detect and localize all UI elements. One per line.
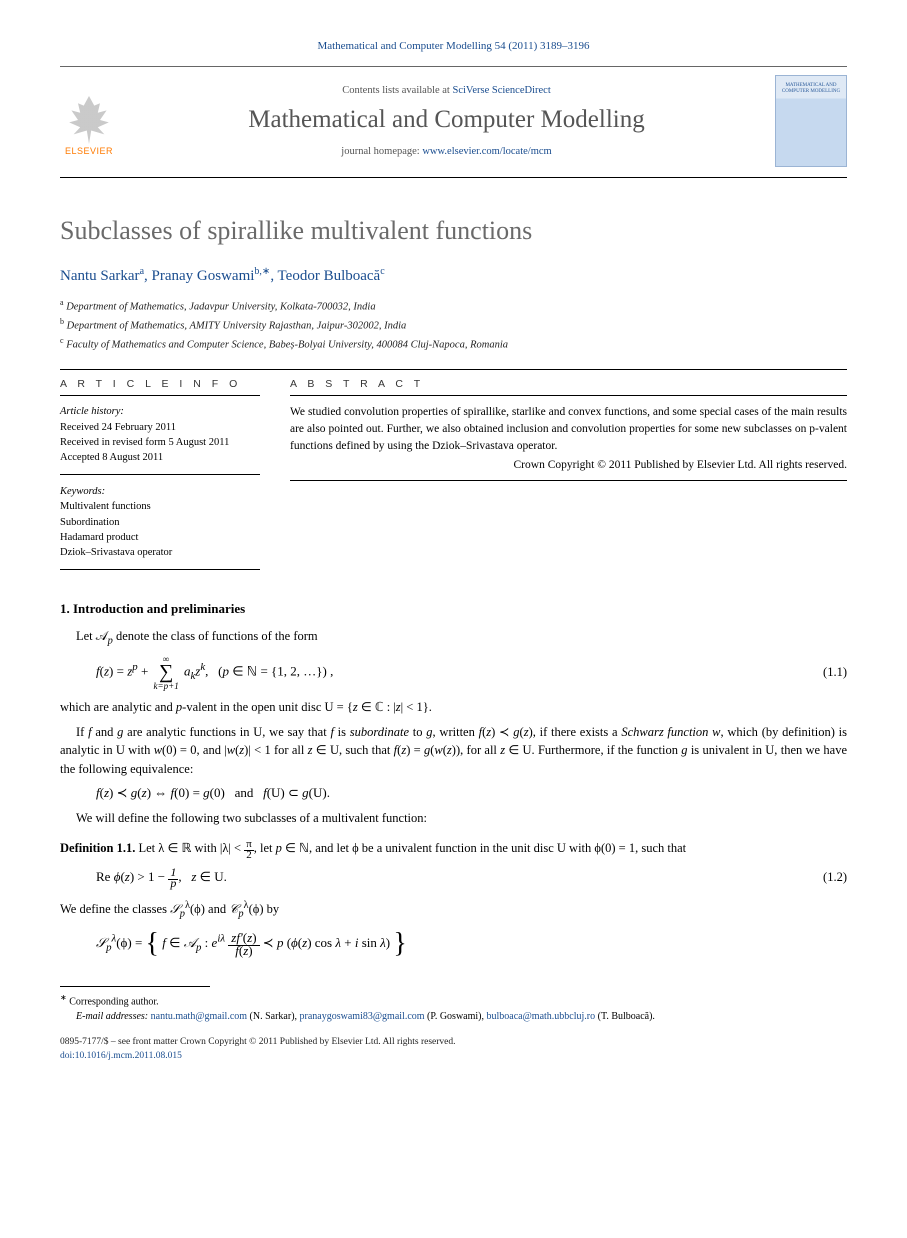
affiliation-b: b Department of Mathematics, AMITY Unive…	[60, 316, 847, 335]
keyword-2: Subordination	[60, 515, 260, 530]
abstract-label: A B S T R A C T	[290, 370, 847, 396]
homepage-prefix: journal homepage:	[341, 146, 422, 157]
journal-name: Mathematical and Computer Modelling	[132, 106, 761, 134]
email-link-2[interactable]: pranaygoswami83@gmail.com	[300, 1011, 425, 1022]
article-info-column: A R T I C L E I N F O Article history: R…	[60, 370, 260, 579]
affiliation-a: a Department of Mathematics, Jadavpur Un…	[60, 297, 847, 316]
cover-thumb-caption: MATHEMATICAL AND COMPUTER MODELLING	[779, 83, 843, 94]
contents-prefix: Contents lists available at	[342, 85, 452, 96]
corresponding-author-footnote: ∗ Corresponding author.	[60, 992, 847, 1010]
sciencedirect-link[interactable]: SciVerse ScienceDirect	[452, 85, 550, 96]
email-link-1[interactable]: nantu.math@gmail.com	[151, 1011, 247, 1022]
journal-header: ELSEVIER Contents lists available at Sci…	[60, 66, 847, 178]
para-5: We define the classes 𝒮pλ(ϕ) and 𝒞pλ(ϕ) …	[60, 898, 847, 922]
email-footnote: E-mail addresses: nantu.math@gmail.com (…	[60, 1010, 847, 1025]
para-4: We will define the following two subclas…	[60, 809, 847, 828]
keyword-1: Multivalent functions	[60, 499, 260, 514]
contents-lists-line: Contents lists available at SciVerse Sci…	[132, 85, 761, 96]
affiliations: a Department of Mathematics, Jadavpur Un…	[60, 297, 847, 353]
definition-1-1: Definition 1.1. Let λ ∈ ℝ with |λ| < π2,…	[60, 838, 847, 860]
equation-1-2: Re ϕ(z) > 1 − 1p, z ∈ U. (1.2)	[96, 866, 847, 890]
abstract-text: We studied convolution properties of spi…	[290, 404, 847, 481]
affiliation-c: c Faculty of Mathematics and Computer Sc…	[60, 335, 847, 354]
article-info-label: A R T I C L E I N F O	[60, 370, 260, 396]
history-received: Received 24 February 2011	[60, 420, 260, 435]
para-2: which are analytic and p-valent in the o…	[60, 698, 847, 717]
copyright-line: 0895-7177/$ – see front matter Crown Cop…	[60, 1036, 847, 1049]
history-revised: Received in revised form 5 August 2011	[60, 435, 260, 450]
author-1: Nantu Sarkara	[60, 268, 144, 284]
equation-1-1: f(z) = zp + ∞ ∑ k=p+1 akzk, (p ∈ ℕ = {1,…	[96, 655, 847, 690]
eqnum-1-2: (1.2)	[823, 870, 847, 885]
section-1-heading: 1. Introduction and preliminaries	[60, 601, 847, 617]
journal-cover-thumbnail: MATHEMATICAL AND COMPUTER MODELLING	[775, 75, 847, 167]
history-heading: Article history:	[60, 404, 260, 419]
bottom-metadata: 0895-7177/$ – see front matter Crown Cop…	[60, 1036, 847, 1063]
history-accepted: Accepted 8 August 2011	[60, 450, 260, 465]
para-3: If f and g are analytic functions in U, …	[60, 723, 847, 779]
journal-homepage-link[interactable]: www.elsevier.com/locate/mcm	[422, 146, 551, 157]
elsevier-logo: ELSEVIER	[60, 86, 118, 156]
elsevier-label: ELSEVIER	[65, 146, 113, 156]
eqnum-1-1: (1.1)	[823, 665, 847, 680]
author-list: Nantu Sarkara, Pranay Goswamib,∗, Teodor…	[60, 266, 847, 285]
article-title: Subclasses of spirallike multivalent fun…	[60, 216, 847, 246]
keywords-block: Keywords: Multivalent functions Subordin…	[60, 484, 260, 570]
elsevier-tree-icon	[67, 96, 111, 144]
article-history: Article history: Received 24 February 20…	[60, 404, 260, 475]
author-2: Pranay Goswamib,∗	[152, 268, 271, 284]
email-link-3[interactable]: bulboaca@math.ubbcluj.ro	[487, 1011, 596, 1022]
doi-link[interactable]: doi:10.1016/j.mcm.2011.08.015	[60, 1051, 182, 1061]
equation-class-def: 𝒮pλ(ϕ) = { f ∈ 𝒜p : eiλ zf′(z)f(z) ≺ p (…	[96, 928, 847, 960]
author-3: Teodor Bulboacăc	[278, 268, 385, 284]
doi-line: doi:10.1016/j.mcm.2011.08.015	[60, 1050, 847, 1063]
abstract-column: A B S T R A C T We studied convolution p…	[290, 370, 847, 579]
para-1: Let 𝒜p denote the class of functions of …	[60, 627, 847, 649]
keyword-4: Dziok–Srivastava operator	[60, 545, 260, 560]
journal-homepage-line: journal homepage: www.elsevier.com/locat…	[132, 146, 761, 157]
abstract-copyright: Crown Copyright © 2011 Published by Else…	[290, 457, 847, 474]
keyword-3: Hadamard product	[60, 530, 260, 545]
journal-reference: Mathematical and Computer Modelling 54 (…	[60, 40, 847, 52]
keywords-heading: Keywords:	[60, 484, 260, 499]
equation-subordination: f(z) ≺ g(z) ⇔ f(0) = g(0) and f(U) ⊂ g(U…	[96, 785, 847, 801]
